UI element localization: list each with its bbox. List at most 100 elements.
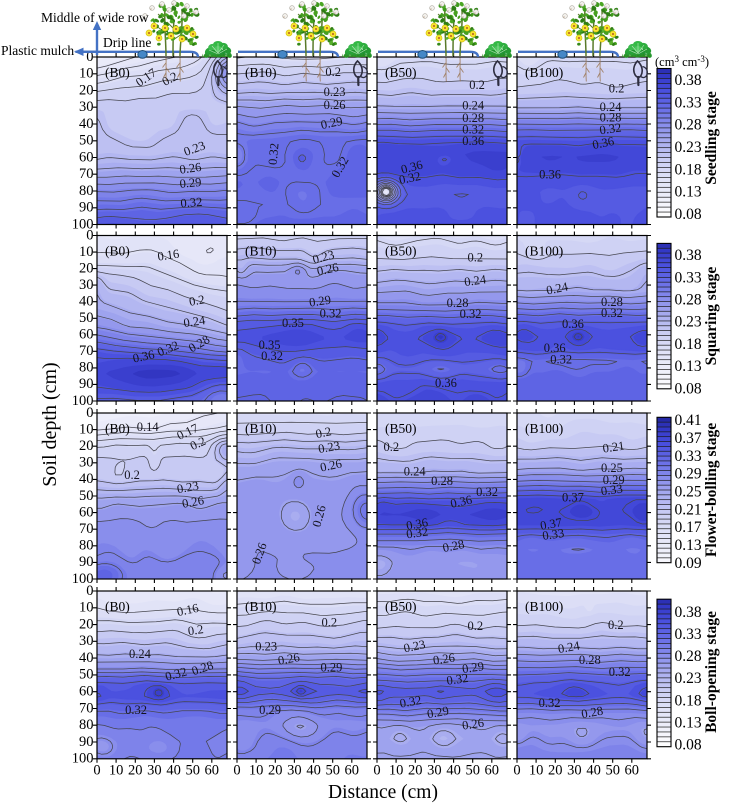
svg-text:0.23: 0.23 bbox=[317, 438, 341, 456]
svg-text:0.35: 0.35 bbox=[259, 338, 281, 352]
svg-text:90: 90 bbox=[79, 734, 94, 750]
svg-text:(B50): (B50) bbox=[385, 65, 417, 80]
svg-text:90: 90 bbox=[79, 554, 94, 570]
svg-text:0.28: 0.28 bbox=[462, 111, 484, 125]
svg-text:0.32: 0.32 bbox=[539, 696, 561, 710]
svg-text:(cm3 cm-3): (cm3 cm-3) bbox=[655, 54, 709, 69]
svg-text:0.36: 0.36 bbox=[591, 134, 615, 152]
svg-text:Seedling stage: Seedling stage bbox=[703, 91, 720, 185]
svg-text:20: 20 bbox=[79, 616, 94, 632]
svg-text:0.23: 0.23 bbox=[176, 479, 200, 497]
svg-text:30: 30 bbox=[427, 763, 442, 779]
svg-text:0.24: 0.24 bbox=[129, 647, 152, 661]
svg-text:0.29: 0.29 bbox=[179, 175, 202, 191]
svg-text:20: 20 bbox=[128, 763, 143, 779]
svg-text:90: 90 bbox=[79, 200, 94, 216]
svg-text:0.33: 0.33 bbox=[675, 448, 702, 465]
svg-text:0.37: 0.37 bbox=[562, 491, 584, 505]
svg-text:0.32: 0.32 bbox=[601, 306, 623, 320]
svg-text:0.32: 0.32 bbox=[180, 195, 203, 210]
svg-text:60: 60 bbox=[205, 763, 220, 779]
svg-text:30: 30 bbox=[567, 763, 582, 779]
svg-text:0.25: 0.25 bbox=[675, 483, 702, 500]
svg-text:(B100): (B100) bbox=[525, 421, 563, 436]
svg-text:0.13: 0.13 bbox=[675, 184, 702, 201]
svg-text:0.32: 0.32 bbox=[266, 142, 282, 165]
svg-text:0.24: 0.24 bbox=[463, 272, 487, 289]
svg-text:40: 40 bbox=[446, 763, 461, 779]
svg-text:Soil depth (cm): Soil depth (cm) bbox=[39, 362, 61, 486]
svg-text:0: 0 bbox=[93, 763, 100, 779]
svg-text:0.2: 0.2 bbox=[321, 615, 337, 629]
svg-text:0.36: 0.36 bbox=[544, 341, 566, 355]
svg-text:0.23: 0.23 bbox=[675, 314, 702, 331]
svg-text:0.32: 0.32 bbox=[125, 703, 147, 717]
svg-text:70: 70 bbox=[79, 521, 94, 537]
svg-text:0.29: 0.29 bbox=[426, 704, 450, 722]
svg-text:10: 10 bbox=[79, 66, 94, 82]
svg-text:0.29: 0.29 bbox=[603, 473, 625, 487]
svg-text:0.29: 0.29 bbox=[320, 660, 342, 674]
svg-text:0.18: 0.18 bbox=[675, 692, 702, 709]
svg-text:0: 0 bbox=[86, 405, 93, 421]
svg-text:0.24: 0.24 bbox=[462, 98, 485, 112]
svg-text:0.28: 0.28 bbox=[447, 296, 469, 310]
svg-text:(B100): (B100) bbox=[525, 244, 563, 259]
svg-text:100: 100 bbox=[72, 571, 94, 587]
svg-text:50: 50 bbox=[605, 763, 620, 779]
svg-text:0.2: 0.2 bbox=[124, 468, 140, 482]
svg-text:0.28: 0.28 bbox=[441, 537, 465, 555]
svg-text:0.16: 0.16 bbox=[176, 601, 200, 619]
svg-text:0.09: 0.09 bbox=[675, 555, 702, 572]
svg-text:0.32: 0.32 bbox=[261, 349, 283, 363]
svg-text:0.29: 0.29 bbox=[461, 659, 485, 676]
svg-text:0.33: 0.33 bbox=[541, 526, 565, 543]
svg-text:0.29: 0.29 bbox=[308, 293, 332, 310]
svg-text:0.26: 0.26 bbox=[316, 260, 340, 278]
svg-text:0.13: 0.13 bbox=[675, 714, 702, 731]
svg-text:0.29: 0.29 bbox=[320, 114, 344, 132]
svg-text:60: 60 bbox=[625, 763, 640, 779]
svg-text:40: 40 bbox=[79, 116, 94, 132]
svg-text:0.21: 0.21 bbox=[602, 439, 626, 456]
svg-text:0.36: 0.36 bbox=[131, 347, 155, 365]
svg-text:40: 40 bbox=[79, 294, 94, 310]
svg-text:0: 0 bbox=[373, 763, 380, 779]
svg-text:0.41: 0.41 bbox=[675, 412, 702, 429]
svg-text:(B50): (B50) bbox=[385, 244, 417, 259]
svg-text:0.23: 0.23 bbox=[311, 248, 336, 267]
svg-text:Squaring stage: Squaring stage bbox=[703, 267, 720, 366]
svg-text:0.08: 0.08 bbox=[675, 380, 702, 397]
svg-text:10: 10 bbox=[79, 600, 94, 616]
svg-text:50: 50 bbox=[79, 133, 94, 149]
svg-text:(B10): (B10) bbox=[245, 421, 277, 436]
svg-text:Distance (cm): Distance (cm) bbox=[328, 782, 438, 803]
svg-text:40: 40 bbox=[79, 471, 94, 487]
svg-text:0.36: 0.36 bbox=[449, 493, 473, 511]
svg-text:20: 20 bbox=[548, 763, 563, 779]
svg-text:0.26: 0.26 bbox=[461, 716, 485, 733]
svg-text:30: 30 bbox=[79, 99, 94, 115]
svg-text:Flower-bolling stage: Flower-bolling stage bbox=[703, 423, 720, 557]
svg-text:10: 10 bbox=[249, 763, 264, 779]
svg-text:0.2: 0.2 bbox=[314, 424, 332, 441]
svg-text:40: 40 bbox=[306, 763, 321, 779]
svg-text:0: 0 bbox=[513, 763, 520, 779]
svg-text:(B0): (B0) bbox=[105, 244, 130, 259]
svg-text:30: 30 bbox=[79, 455, 94, 471]
svg-text:50: 50 bbox=[465, 763, 480, 779]
svg-text:0.2: 0.2 bbox=[383, 440, 399, 454]
svg-text:0.32: 0.32 bbox=[164, 665, 189, 684]
svg-text:0.32: 0.32 bbox=[446, 671, 470, 688]
svg-text:(B0): (B0) bbox=[105, 421, 130, 436]
svg-text:40: 40 bbox=[586, 763, 601, 779]
svg-text:10: 10 bbox=[389, 763, 404, 779]
svg-text:0.2: 0.2 bbox=[467, 250, 483, 264]
svg-text:0.25: 0.25 bbox=[601, 461, 623, 475]
svg-text:80: 80 bbox=[79, 360, 94, 376]
svg-text:(B0): (B0) bbox=[105, 65, 130, 80]
svg-text:60: 60 bbox=[79, 504, 94, 520]
svg-text:0.23: 0.23 bbox=[255, 639, 277, 653]
svg-text:0.26: 0.26 bbox=[432, 651, 456, 668]
svg-text:0.14: 0.14 bbox=[137, 420, 160, 434]
